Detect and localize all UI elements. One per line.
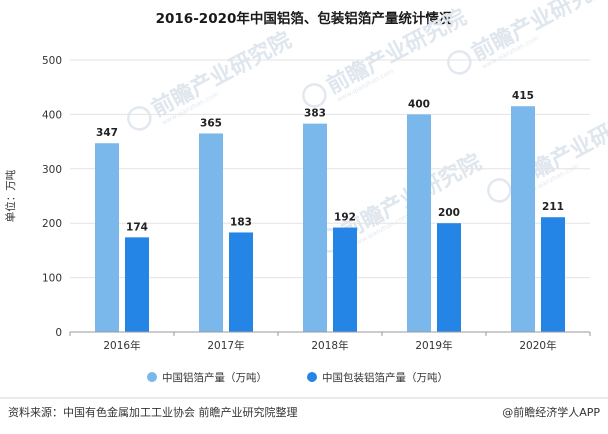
bars [95,106,565,333]
y-tick-label: 400 [42,109,62,121]
data-label: 192 [334,212,356,224]
bar [199,133,223,332]
bar [229,232,253,332]
bar [407,114,431,333]
watermark-logo-icon [302,83,327,108]
x-tick-label: 2019年 [415,339,452,352]
legend-marker [307,372,317,382]
bar [541,217,565,332]
watermark-logo-icon [127,106,152,131]
data-label: 183 [230,216,252,228]
x-tick-label: 2016年 [103,339,140,352]
data-label: 400 [408,98,430,110]
x-tick-label: 2020年 [519,339,556,352]
y-tick-label: 500 [42,55,62,67]
watermark-logo-icon [487,178,512,203]
data-label: 383 [304,108,326,120]
source-note: 资料来源：中国有色金属加工工业协会 前瞻产业研究院整理 [8,405,298,419]
y-axis-ticks: 0 100 200 300 400 500 [42,55,62,339]
data-label: 200 [438,207,460,219]
data-label: 365 [200,117,222,129]
bar [125,237,149,332]
y-axis-label: 单位：万吨 [4,169,17,222]
watermark-text: 前瞻产业研究院 [467,0,608,66]
watermark-text: 前瞻产业研究院 [147,27,295,122]
data-labels: 347 174 365 183 383 192 400 200 415 211 [96,90,564,233]
x-axis-ticks: 2016年 2017年 2018年 2019年 2020年 [69,332,591,352]
legend-marker [147,372,157,382]
chart-title: 2016-2020年中国铝箔、包装铝箔产量统计情况 [156,10,453,27]
y-tick-label: 200 [42,218,62,230]
data-label: 174 [126,221,148,233]
data-label: 347 [96,127,118,139]
bar [303,123,327,332]
bar [437,223,461,332]
y-tick-label: 100 [42,273,62,285]
x-tick-label: 2017年 [207,339,244,352]
legend-label: 中国包装铝箔产量（万吨） [322,371,448,384]
gridlines [70,59,590,279]
bar [333,227,357,332]
watermark-logo-icon [447,50,472,75]
y-tick-label: 0 [55,327,62,339]
bar [511,106,535,333]
legend: 中国铝箔产量（万吨） 中国包装铝箔产量（万吨） [147,371,448,384]
y-tick-label: 300 [42,164,62,176]
data-label: 415 [512,90,534,102]
legend-label: 中国铝箔产量（万吨） [162,371,267,384]
bar [95,143,119,332]
brand-credit: @前瞻经济学人APP [502,405,600,419]
x-tick-label: 2018年 [311,339,348,352]
data-label: 211 [542,201,564,213]
